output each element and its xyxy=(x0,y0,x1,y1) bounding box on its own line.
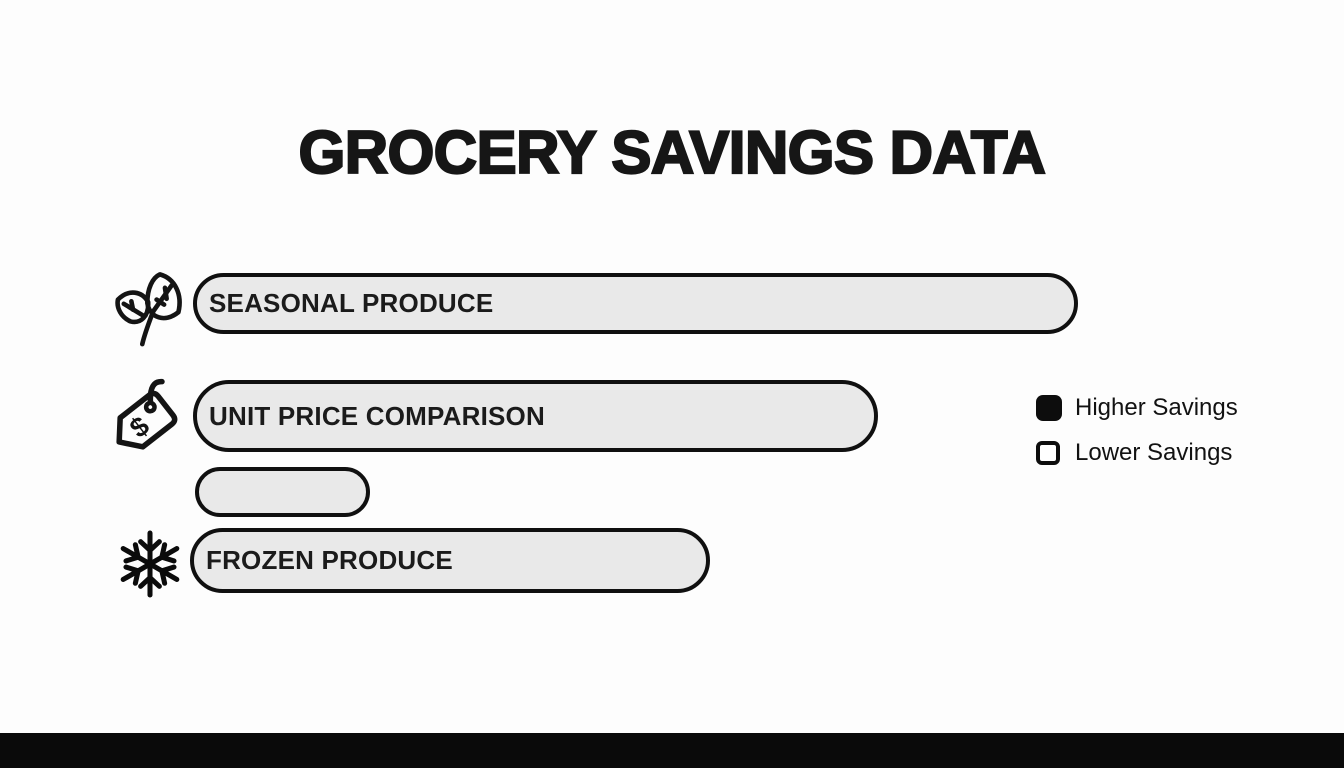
legend-item-lower-savings: Lower Savings xyxy=(1036,439,1238,467)
footer-black-bar xyxy=(0,733,1344,768)
bar-label-frozen-produce: FROZEN PRODUCE xyxy=(206,545,453,575)
page-title: GROCERY SAVINGS DATA xyxy=(298,118,1047,187)
legend-item-higher-savings: Higher Savings xyxy=(1036,394,1238,422)
bar-label-seasonal-produce: SEASONAL PRODUCE xyxy=(209,288,494,318)
bar-label-unit-price-comparison: UNIT PRICE COMPARISON xyxy=(209,400,545,431)
legend-label-lower-savings: Lower Savings xyxy=(1075,439,1233,466)
legend: Higher Savings Lower Savings xyxy=(1036,394,1238,467)
legend-label-higher-savings: Higher Savings xyxy=(1075,394,1238,421)
snowflake-icon xyxy=(114,528,186,600)
bar-unit-price-comparison: UNIT PRICE COMPARISON xyxy=(193,380,878,452)
bar-unlabeled-segment xyxy=(195,467,370,517)
leaf-icon xyxy=(104,266,194,350)
legend-swatch-filled xyxy=(1036,395,1062,421)
bar-seasonal-produce: SEASONAL PRODUCE xyxy=(193,273,1078,334)
bar-frozen-produce: FROZEN PRODUCE xyxy=(190,528,710,593)
price-tag-icon: $ xyxy=(100,374,192,468)
legend-swatch-outline xyxy=(1036,441,1060,465)
